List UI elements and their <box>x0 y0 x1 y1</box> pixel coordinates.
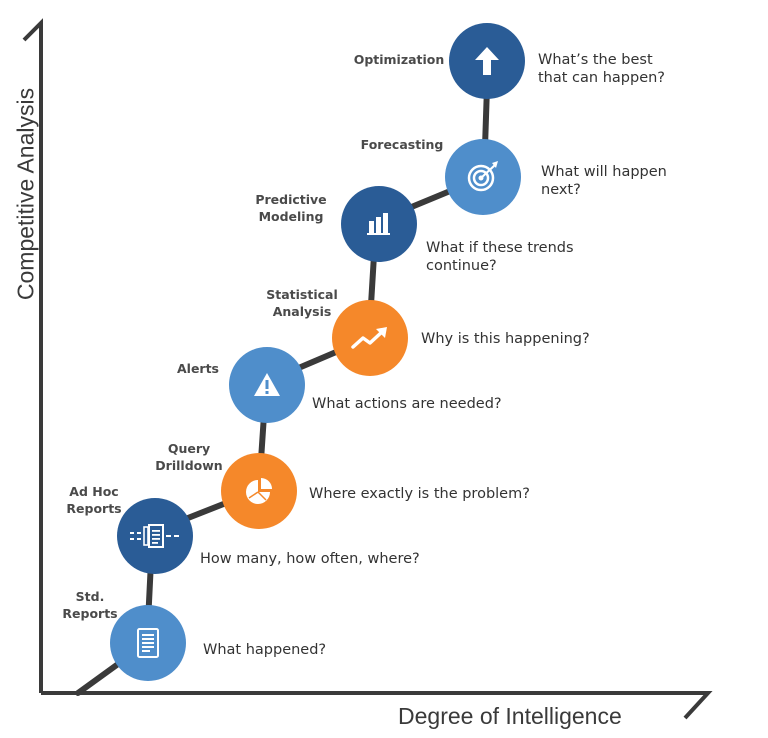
stage-question-alerts: What actions are needed? <box>312 396 502 412</box>
stage-label-ad-hoc-reports: Ad Hoc Reports <box>66 484 122 516</box>
stage-alerts <box>229 347 305 423</box>
stage-label-query-drilldown: Query Drilldown <box>155 441 223 473</box>
stage-query-drilldown <box>221 453 297 529</box>
bar-chart-icon <box>367 213 390 235</box>
stage-question-query-drilldown: Where exactly is the problem? <box>309 486 530 502</box>
stage-statistical-analysis <box>332 300 408 376</box>
stage-label-predictive-modeling: Predictive Modeling <box>255 192 327 224</box>
x-axis-label: Degree of Intelligence <box>398 703 622 729</box>
warning-icon <box>254 373 280 396</box>
target-icon <box>467 161 498 192</box>
trend-arrow-icon <box>351 327 387 349</box>
pie-chart-icon <box>246 478 272 504</box>
stage-label-std-reports: Std. Reports <box>62 589 118 621</box>
stage-question-optimization: What’s the best that can happen? <box>538 52 666 86</box>
stage-label-alerts: Alerts <box>176 361 220 376</box>
stage-question-std-reports: What happened? <box>203 642 327 658</box>
stage-optimization <box>449 23 525 99</box>
stage-predictive-modeling <box>341 186 417 262</box>
stage-std-reports <box>110 605 186 681</box>
x-axis <box>41 691 713 720</box>
stage-question-statistical-analysis: Why is this happening? <box>421 331 590 347</box>
stage-question-predictive-modeling: What if these trends continue? <box>426 240 574 274</box>
stage-question-ad-hoc-reports: How many, how often, where? <box>200 551 420 567</box>
stage-label-statistical-analysis: Statistical Analysis <box>266 287 338 319</box>
stage-question-forecasting: What will happen next? <box>541 164 667 198</box>
report-flow-icon <box>130 524 179 548</box>
y-axis <box>22 18 43 693</box>
stage-label-forecasting: Forecasting <box>360 137 444 152</box>
y-axis-label: Competitive Analysis <box>12 87 39 301</box>
up-arrow-icon <box>475 47 499 75</box>
document-icon <box>137 628 159 658</box>
stage-label-optimization: Optimization <box>353 52 445 67</box>
stage-ad-hoc-reports <box>117 498 193 574</box>
stage-forecasting <box>445 139 521 215</box>
